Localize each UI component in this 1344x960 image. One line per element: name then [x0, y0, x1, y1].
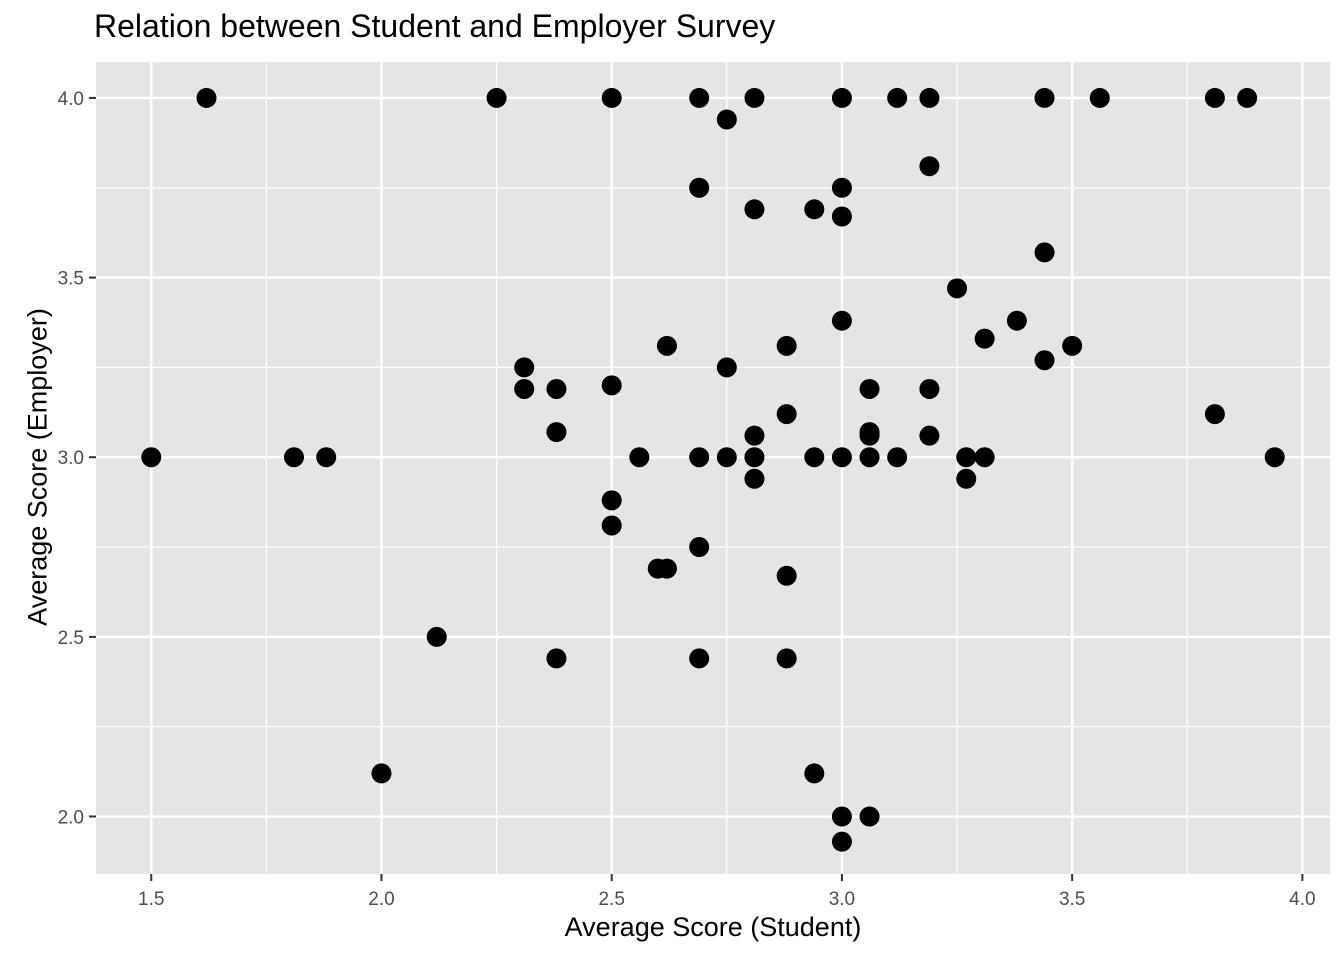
major-gridlines	[96, 62, 1330, 874]
data-point	[283, 447, 304, 468]
data-point	[776, 335, 797, 356]
minor-gridlines	[96, 62, 1330, 874]
data-point	[831, 831, 852, 852]
data-point	[1006, 310, 1027, 331]
y-tick-label: 2.5	[58, 628, 84, 649]
data-point	[716, 109, 737, 130]
data-point	[689, 648, 710, 669]
data-point	[859, 447, 880, 468]
data-point	[804, 447, 825, 468]
data-point	[831, 177, 852, 198]
x-tick-label: 2.0	[368, 889, 394, 910]
y-tick-label: 2.0	[58, 808, 84, 829]
data-point	[859, 425, 880, 446]
x-axis-ticks: 1.5 2.0 2.5 3.0 3.5 4.0	[138, 874, 1316, 910]
data-point	[371, 763, 392, 784]
data-point	[316, 447, 337, 468]
x-tick-label: 2.5	[598, 889, 624, 910]
data-point	[859, 378, 880, 399]
y-tick-label: 4.0	[58, 89, 84, 110]
data-point	[919, 378, 940, 399]
data-point	[1034, 87, 1055, 108]
data-point	[689, 87, 710, 108]
data-point	[689, 177, 710, 198]
y-axis-ticks: 2.0 2.5 3.0 3.5 4.0	[58, 89, 96, 829]
x-tick-label: 3.0	[829, 889, 855, 910]
data-point	[601, 87, 622, 108]
data-point	[1204, 404, 1225, 425]
data-point	[196, 87, 217, 108]
data-point	[887, 447, 908, 468]
data-point	[514, 357, 535, 378]
data-point	[956, 468, 977, 489]
data-point	[744, 87, 765, 108]
data-point	[601, 375, 622, 396]
data-point	[514, 378, 535, 399]
data-point	[141, 447, 162, 468]
data-point	[744, 199, 765, 220]
y-tick-label: 3.0	[58, 448, 84, 469]
data-point	[919, 87, 940, 108]
data-point	[486, 87, 507, 108]
data-point	[804, 199, 825, 220]
data-point	[656, 335, 677, 356]
data-point	[776, 404, 797, 425]
data-point	[689, 537, 710, 558]
data-points	[141, 87, 1285, 852]
data-point	[974, 328, 995, 349]
x-tick-label: 1.5	[138, 889, 164, 910]
data-point	[1264, 447, 1285, 468]
data-point	[1237, 87, 1258, 108]
data-point	[546, 422, 567, 443]
data-point	[776, 565, 797, 586]
data-point	[831, 206, 852, 227]
data-point	[656, 558, 677, 579]
data-point	[831, 806, 852, 827]
data-point	[1034, 350, 1055, 371]
data-point	[426, 626, 447, 647]
data-point	[716, 357, 737, 378]
x-axis-label: Average Score (Student)	[564, 912, 862, 942]
data-point	[804, 763, 825, 784]
chart-title: Relation between Student and Employer Su…	[94, 8, 776, 44]
data-point	[956, 447, 977, 468]
data-point	[716, 447, 737, 468]
data-point	[744, 468, 765, 489]
data-point	[629, 447, 650, 468]
data-point	[831, 87, 852, 108]
data-point	[831, 447, 852, 468]
data-point	[919, 156, 940, 177]
plot-panel	[96, 62, 1330, 874]
data-point	[744, 447, 765, 468]
data-point	[546, 378, 567, 399]
data-point	[887, 87, 908, 108]
data-point	[776, 648, 797, 669]
data-point	[601, 490, 622, 511]
y-axis-label: Average Score (Employer)	[22, 308, 53, 626]
data-point	[601, 515, 622, 536]
data-point	[1089, 87, 1110, 108]
data-point	[1204, 87, 1225, 108]
data-point	[1062, 335, 1083, 356]
data-point	[689, 447, 710, 468]
data-point	[974, 447, 995, 468]
data-point	[546, 648, 567, 669]
data-point	[947, 278, 968, 299]
y-tick-label: 3.5	[58, 269, 84, 290]
data-point	[744, 425, 765, 446]
data-point	[859, 806, 880, 827]
data-point	[831, 310, 852, 331]
x-tick-label: 3.5	[1059, 889, 1085, 910]
data-point	[919, 425, 940, 446]
x-tick-label: 4.0	[1289, 889, 1315, 910]
data-point	[1034, 242, 1055, 263]
